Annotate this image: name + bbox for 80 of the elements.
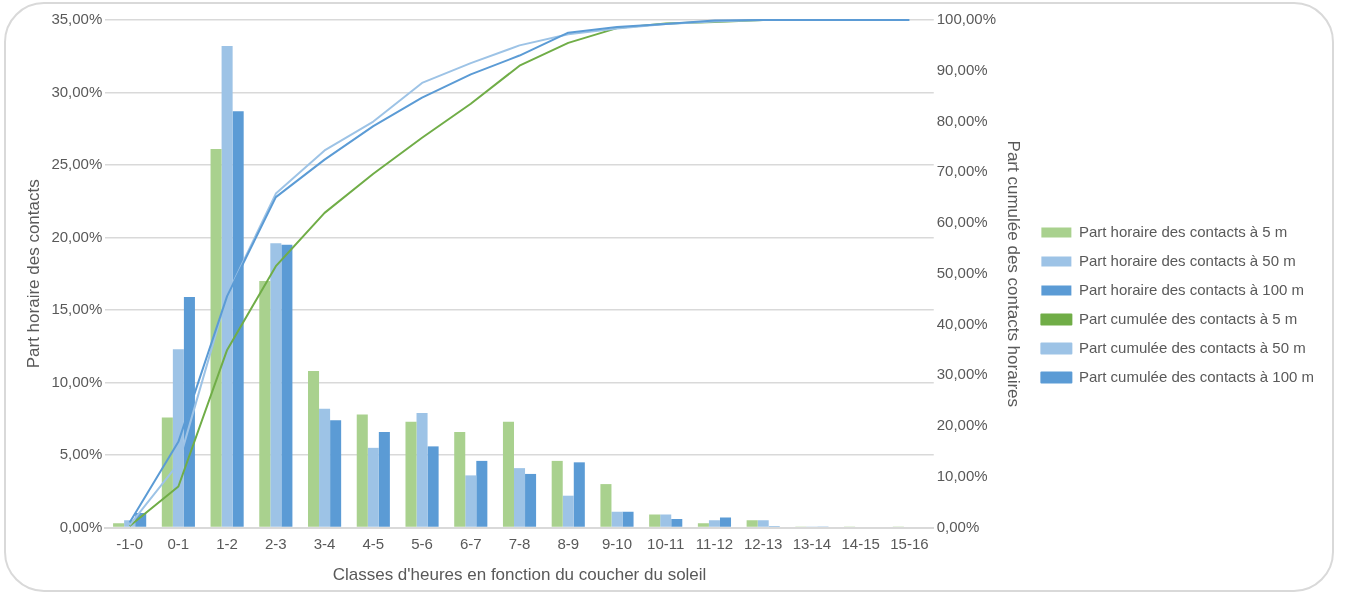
y-axis-title: Part horaire des contacts xyxy=(23,179,43,369)
bar xyxy=(378,431,390,527)
y2-tick-label: 50,00% xyxy=(936,263,988,281)
bar xyxy=(476,460,488,527)
x-tick-label: 12-13 xyxy=(744,534,783,552)
y2-tick-label: 70,00% xyxy=(936,162,988,180)
x-tick-label: 4-5 xyxy=(362,534,385,552)
legend-label: Part horaire des contacts à 100 m xyxy=(1078,280,1304,298)
y-tick-label: 0,00% xyxy=(59,517,103,535)
y-tick-label: 25,00% xyxy=(51,155,103,173)
legend-label: Part horaire des contacts à 5 m xyxy=(1078,222,1288,240)
bar xyxy=(551,460,563,527)
y-tick-label: 5,00% xyxy=(59,445,103,463)
legend-label: Part horaire des contacts à 50 m xyxy=(1078,251,1296,269)
legend-label: Part cumulée des contacts à 50 m xyxy=(1078,338,1306,356)
x-tick-label: 3-4 xyxy=(313,534,336,552)
x-tick-label: 14-15 xyxy=(841,534,880,552)
bar xyxy=(454,431,466,527)
y2-tick-label: 30,00% xyxy=(936,365,988,383)
bar xyxy=(746,520,758,527)
x-tick-label: 9-10 xyxy=(601,534,632,552)
bar xyxy=(611,511,623,527)
x-tick-label: 8-9 xyxy=(557,534,580,552)
x-tick-label: 7-8 xyxy=(508,534,531,552)
y-tick-label: 30,00% xyxy=(51,82,103,100)
bar xyxy=(416,413,428,527)
x-tick-label: 11-12 xyxy=(695,534,734,552)
x-tick-label: 15-16 xyxy=(890,534,929,552)
bar xyxy=(671,518,683,527)
bar xyxy=(113,523,125,527)
y2-tick-label: 100,00% xyxy=(936,10,996,28)
bar xyxy=(573,462,585,527)
bar xyxy=(308,370,320,527)
x-tick-label: 10-11 xyxy=(647,534,685,552)
bar xyxy=(600,484,612,527)
y2-tick-label: 60,00% xyxy=(936,213,988,231)
bar xyxy=(210,149,222,527)
bar xyxy=(161,417,173,527)
bar xyxy=(525,473,537,527)
bar xyxy=(281,244,293,527)
bar xyxy=(649,514,661,527)
y2-tick-label: 10,00% xyxy=(936,466,988,484)
bar xyxy=(757,520,769,527)
bar xyxy=(427,446,439,527)
bar xyxy=(367,447,379,527)
y-tick-label: 35,00% xyxy=(51,10,103,28)
bar xyxy=(465,475,477,527)
x-tick-label: 1-2 xyxy=(216,534,238,552)
bar xyxy=(719,517,732,527)
bar xyxy=(622,511,634,527)
bar xyxy=(708,520,720,527)
y-tick-label: 20,00% xyxy=(51,227,103,245)
bar xyxy=(502,421,514,527)
x-tick-label: 6-7 xyxy=(459,534,482,552)
x-tick-label: -1-0 xyxy=(116,534,143,552)
bar xyxy=(697,523,709,527)
y2-tick-label: 0,00% xyxy=(936,517,980,535)
y2-axis-title: Part cumulée des contacts horaires xyxy=(1004,140,1024,408)
y-tick-label: 15,00% xyxy=(51,300,103,318)
bar xyxy=(562,495,574,527)
bar xyxy=(660,514,672,527)
bar xyxy=(514,468,526,527)
y-tick-label: 10,00% xyxy=(51,372,103,390)
x-tick-label: 0-1 xyxy=(167,534,190,552)
y2-tick-label: 20,00% xyxy=(936,416,988,434)
bar xyxy=(330,420,342,527)
x-tick-label: 5-6 xyxy=(411,534,433,552)
bar xyxy=(405,421,417,527)
bar xyxy=(356,414,368,527)
bar xyxy=(259,281,271,527)
bar xyxy=(270,243,282,527)
legend-label: Part cumulée des contacts à 100 m xyxy=(1078,367,1314,385)
legend-label: Part cumulée des contacts à 5 m xyxy=(1078,309,1298,327)
y2-tick-label: 40,00% xyxy=(936,314,988,332)
x-tick-label: 2-3 xyxy=(265,534,287,552)
bar xyxy=(319,408,331,527)
y2-tick-label: 90,00% xyxy=(936,60,988,78)
x-tick-label: 13-14 xyxy=(792,534,832,552)
y2-tick-label: 80,00% xyxy=(936,111,988,129)
x-axis-title: Classes d'heures en fonction du coucher du soleil xyxy=(332,565,707,585)
